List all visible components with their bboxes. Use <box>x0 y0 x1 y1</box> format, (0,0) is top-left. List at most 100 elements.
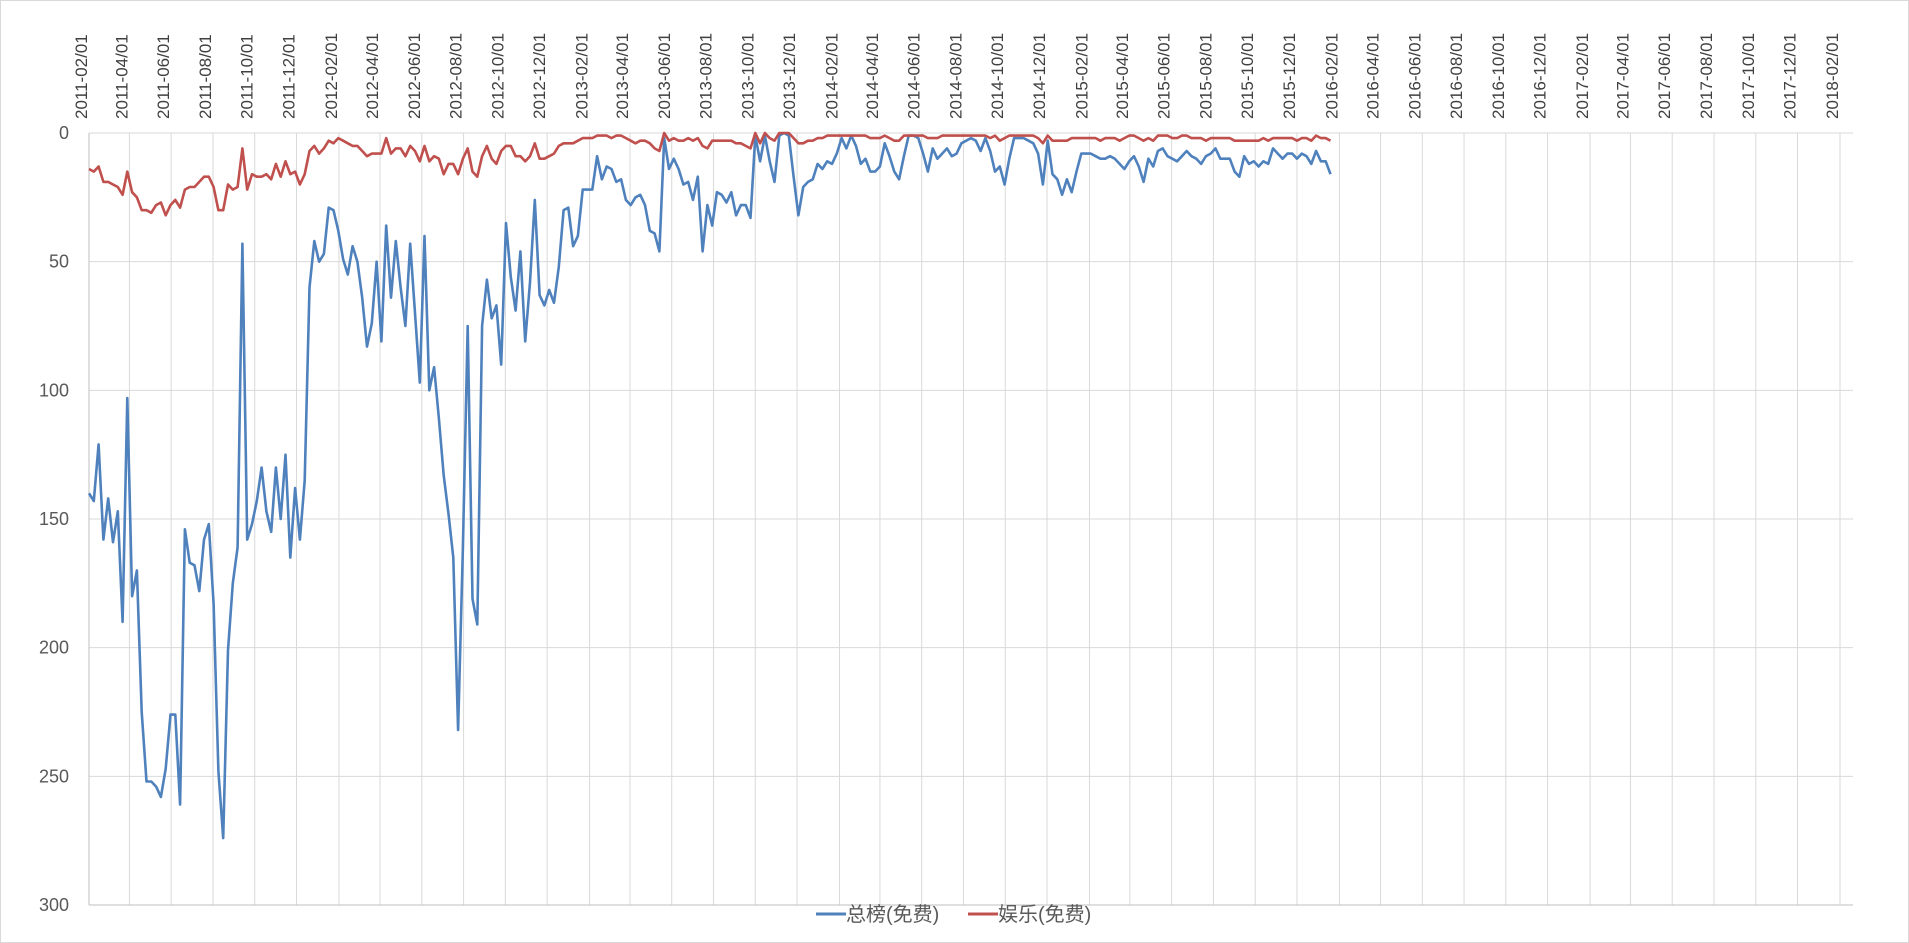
data-point <box>443 474 445 476</box>
data-point <box>184 528 186 530</box>
data-point <box>649 230 651 232</box>
data-point <box>514 155 516 157</box>
data-point <box>476 176 478 178</box>
data-point <box>246 538 248 540</box>
data-point <box>620 134 622 136</box>
data-point <box>903 134 905 136</box>
x-tick-label: 2011-12/01 <box>279 34 298 119</box>
data-point <box>361 297 363 299</box>
data-point <box>941 152 943 154</box>
data-point <box>989 150 991 152</box>
data-point <box>1291 137 1293 139</box>
x-tick-label: 2013-12/01 <box>780 33 799 119</box>
data-point <box>246 188 248 190</box>
data-point <box>1195 158 1197 160</box>
legend-label: 娱乐(免费) <box>998 903 1091 926</box>
data-point <box>725 201 727 203</box>
data-point <box>342 258 344 260</box>
data-point <box>677 140 679 142</box>
data-point <box>265 510 267 512</box>
data-point <box>596 134 598 136</box>
x-tick-label: 2015-06/01 <box>1155 33 1174 119</box>
data-point <box>572 142 574 144</box>
data-point <box>270 531 272 533</box>
data-point <box>198 181 200 183</box>
data-point <box>1080 137 1082 139</box>
data-point <box>955 134 957 136</box>
data-point <box>735 142 737 144</box>
data-point <box>601 134 603 136</box>
data-point <box>701 250 703 252</box>
data-point <box>514 309 516 311</box>
data-point <box>136 569 138 571</box>
data-point <box>347 142 349 144</box>
data-point <box>428 160 430 162</box>
data-point <box>1315 134 1317 136</box>
data-point <box>884 134 886 136</box>
data-point <box>467 147 469 149</box>
data-point <box>1013 137 1015 139</box>
data-point <box>975 140 977 142</box>
data-point <box>165 767 167 769</box>
data-point <box>706 204 708 206</box>
data-point <box>840 134 842 136</box>
data-point <box>126 397 128 399</box>
data-point <box>462 158 464 160</box>
x-tick-label: 2015-02/01 <box>1072 33 1091 119</box>
data-point <box>610 137 612 139</box>
data-point <box>1094 137 1096 139</box>
data-point <box>783 132 785 134</box>
x-tick-label: 2014-04/01 <box>863 33 882 119</box>
data-point <box>160 201 162 203</box>
series-line <box>88 131 1332 217</box>
data-point <box>558 145 560 147</box>
data-point <box>1200 137 1202 139</box>
data-point <box>438 158 440 160</box>
data-point <box>697 176 699 178</box>
series-total-free <box>87 131 1332 840</box>
data-point <box>888 155 890 157</box>
x-tick-label: 2018-02/01 <box>1823 33 1842 119</box>
data-point <box>232 582 234 584</box>
data-point <box>1186 134 1188 136</box>
data-point <box>802 186 804 188</box>
data-point <box>150 212 152 214</box>
y-tick-label: 50 <box>49 252 69 272</box>
data-point <box>1176 137 1178 139</box>
data-point <box>1104 158 1106 160</box>
data-point <box>160 796 162 798</box>
data-point <box>227 183 229 185</box>
x-tick-label: 2016-12/01 <box>1531 33 1550 119</box>
data-point <box>706 147 708 149</box>
data-point <box>562 142 564 144</box>
data-point <box>270 178 272 180</box>
data-point <box>404 155 406 157</box>
data-point <box>644 140 646 142</box>
data-point <box>1147 137 1149 139</box>
y-axis-tick-labels: 0 50 100 150 200 250 300 <box>39 123 69 915</box>
data-point <box>165 214 167 216</box>
data-point <box>730 191 732 193</box>
data-point <box>88 168 90 170</box>
data-point <box>284 454 286 456</box>
data-point <box>107 497 109 499</box>
data-point <box>467 325 469 327</box>
data-point <box>577 235 579 237</box>
data-point <box>653 147 655 149</box>
data-point <box>1310 140 1312 142</box>
data-point <box>1257 140 1259 142</box>
data-point <box>203 538 205 540</box>
data-point <box>241 147 243 149</box>
data-point <box>721 140 723 142</box>
data-point <box>141 711 143 713</box>
data-point <box>1281 158 1283 160</box>
data-point <box>447 513 449 515</box>
data-point <box>375 261 377 263</box>
data-point <box>342 140 344 142</box>
data-point <box>615 134 617 136</box>
data-point <box>759 142 761 144</box>
data-point <box>419 160 421 162</box>
data-point <box>443 173 445 175</box>
data-point <box>567 142 569 144</box>
x-tick-label: 2011-02/01 <box>72 34 91 119</box>
